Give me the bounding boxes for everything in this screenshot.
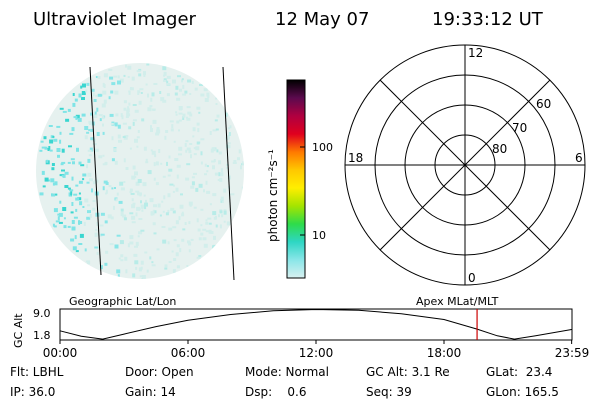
- status-glon: GLon: 165.5: [486, 385, 559, 399]
- status-gc-alt: GC Alt: 3.1 Re: [366, 365, 450, 379]
- status-door: Door: Open: [125, 365, 194, 379]
- earth-disk: [36, 63, 244, 279]
- date-label: 12 May 07: [275, 9, 369, 30]
- emission-speckles: [39, 63, 244, 279]
- polar-diagonal-2: [379, 79, 551, 251]
- lat-label-60: 60: [536, 97, 551, 111]
- timeline-x-label-1200: 12:00: [299, 346, 334, 360]
- status-filter: Flt: LBHL: [10, 365, 64, 379]
- mlt-label-18: 18: [348, 151, 363, 165]
- status-glat: GLat: 23.4: [486, 365, 552, 379]
- colorbar-tick-label-100: 100: [312, 141, 333, 154]
- colorbar: 100 10 photon cm⁻²s⁻¹: [266, 79, 333, 279]
- timeline-x-label-0600: 06:00: [171, 346, 206, 360]
- status-dsp: Dsp: 0.6: [245, 385, 307, 399]
- colorbar-scale: [286, 79, 306, 279]
- lat-label-80: 80: [492, 142, 507, 156]
- mlt-label-12: 12: [468, 46, 483, 60]
- timeline-y-tick-1-8: 1.8: [33, 329, 51, 342]
- auroral-image: [36, 63, 244, 281]
- instrument-title: Ultraviolet Imager: [33, 9, 197, 30]
- timeline-x-ticks: [59, 340, 573, 344]
- timeline-left-label: Geographic Lat/Lon: [69, 295, 176, 308]
- longitude-line-east: [222, 66, 235, 281]
- timeline-y-tick-9: 9.0: [33, 307, 51, 320]
- status-mode: Mode: Normal: [245, 365, 329, 379]
- status-panel: Flt: LBHL Door: Open Mode: Normal GC Alt…: [10, 365, 559, 399]
- time-label: 19:33:12 UT: [432, 9, 544, 30]
- mlt-label-6: 6: [575, 151, 583, 165]
- status-seq: Seq: 39: [366, 385, 412, 399]
- timeline-axis-label: GC Alt: [12, 313, 25, 348]
- colorbar-unit-label: photon cm⁻²s⁻¹: [266, 149, 280, 242]
- orbit-timeline: Geographic Lat/Lon Apex MLat/MLT GC Alt …: [12, 295, 589, 360]
- status-gain: Gain: 14: [125, 385, 176, 399]
- lat-label-70: 70: [512, 121, 527, 135]
- timeline-x-label-1800: 18:00: [427, 346, 462, 360]
- polar-mlt-plot: 12 18 6 0 60 70 80: [344, 44, 586, 286]
- mlt-label-0: 0: [468, 271, 476, 285]
- timeline-right-label: Apex MLat/MLT: [416, 295, 499, 308]
- timeline-x-label-2359: 23:59: [555, 346, 590, 360]
- colorbar-tick-label-10: 10: [312, 229, 326, 242]
- longitude-line-west: [89, 66, 102, 276]
- status-ip: IP: 36.0: [10, 385, 55, 399]
- orbit-altitude-line: [59, 308, 572, 340]
- timeline-x-label-0000: 00:00: [43, 346, 78, 360]
